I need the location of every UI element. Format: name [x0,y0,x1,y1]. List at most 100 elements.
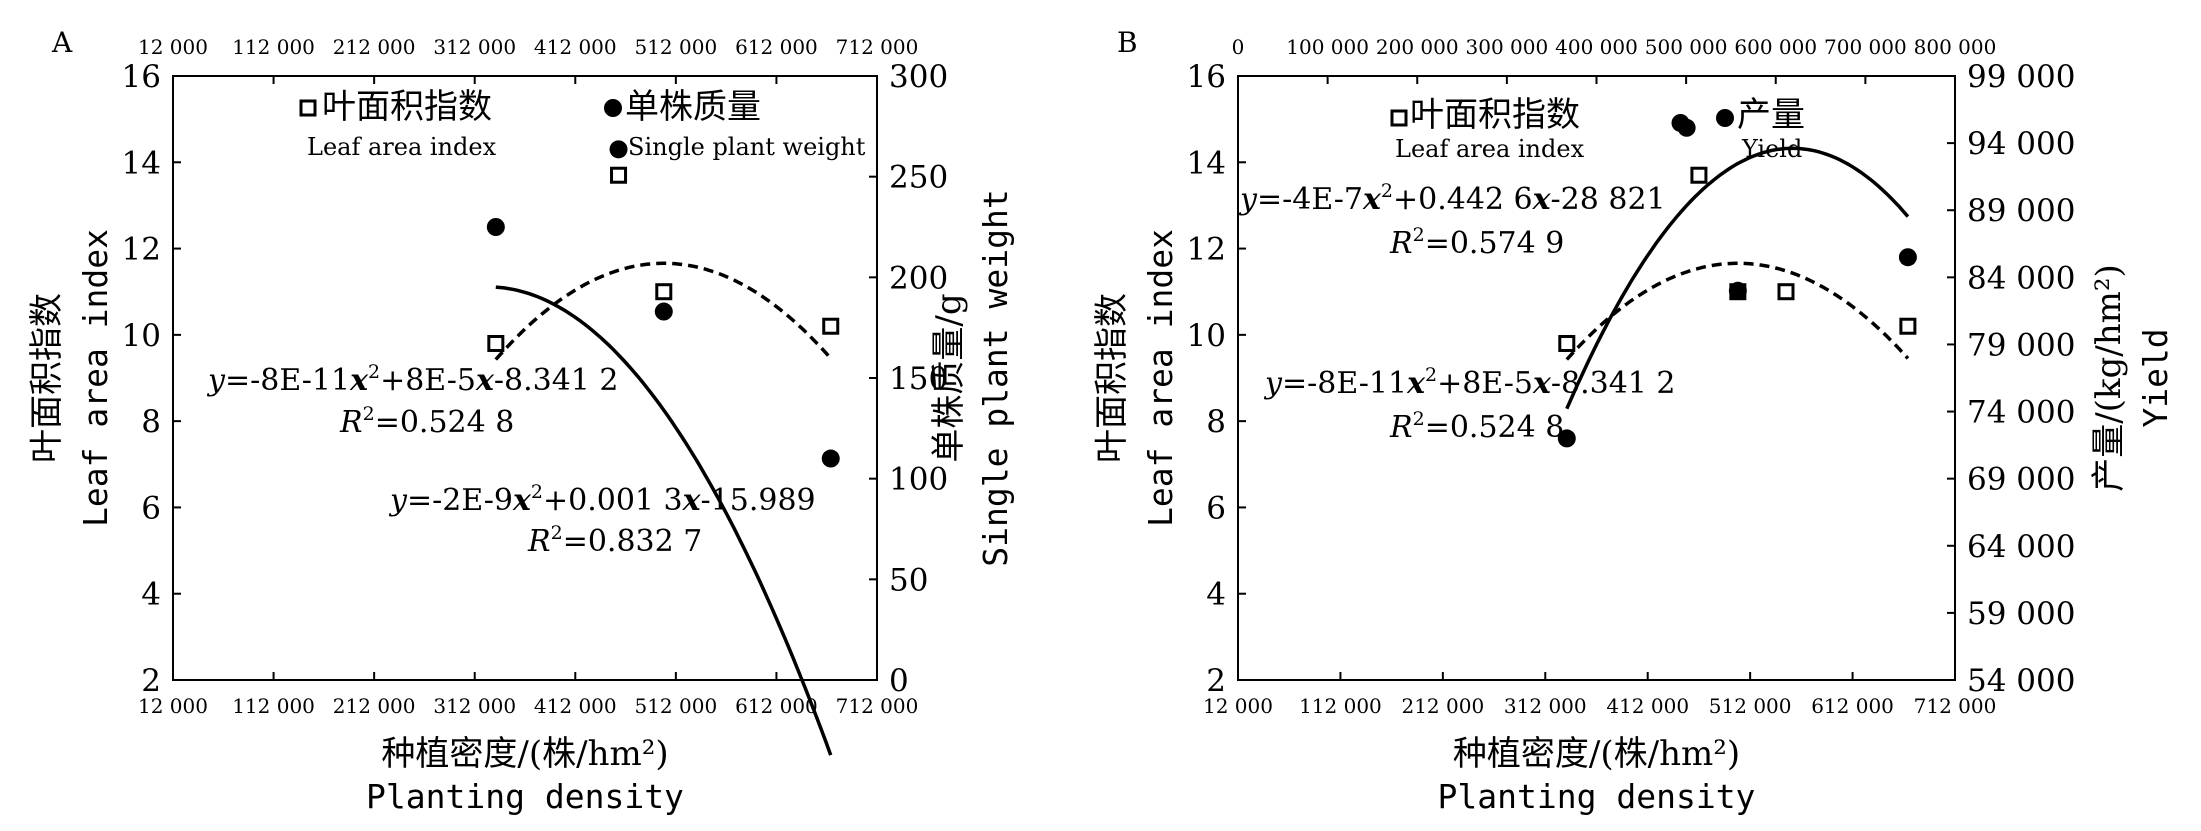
y-tick-label: 12 [122,232,161,268]
eq-part: +8E-5 [1437,366,1533,401]
x-axis-label-en: Planting density [1438,777,1756,816]
top-tick-label: 300 000 [1466,35,1549,59]
data-point-circle [1557,429,1576,448]
eq-x: x [1406,366,1426,401]
y2-tick-label: 99 000 [1967,59,2075,95]
data-point-circle [1728,281,1747,300]
y2-axis-label-cn: 单株质量/g [929,293,969,462]
panel-label: A [51,26,73,59]
y-axis-label-en: Leaf area index [1141,229,1180,527]
eq-part: +0.442 6 [1393,182,1533,217]
top-tick-label: 212 000 [333,35,416,59]
y-tick-label: 8 [141,404,161,440]
top-tick-label: 500 000 [1645,35,1728,59]
y2-tick-label: 200 [889,260,948,296]
legend-label-en: Yield [1741,135,1802,163]
eq-y: y [1263,366,1283,401]
top-tick-label: 600 000 [1734,35,1817,59]
eq-sup: 2 [1413,224,1425,246]
fit-curve-solid [495,285,833,756]
x-tick-label: 312 000 [433,694,516,718]
x-tick-label: 212 000 [333,694,416,718]
data-point-circle [821,449,840,468]
eq-part: -15.989 [701,483,816,518]
legend-label-cn: 产量 [1737,95,1805,135]
eq-sup: 2 [368,361,380,383]
chart-panel-a: A12 000 112 000 212 000 312 000 412 000 512 0… [27,26,1015,816]
y-tick-label: 10 [1187,318,1226,354]
eq-sup: 2 [1425,364,1437,386]
top-tick-label: 112 000 [232,35,315,59]
x-axis-label-en: Planting density [366,777,684,816]
legend-marker [299,99,317,117]
data-point-square [487,334,505,352]
chart-panel-b: B 12 000 112 000 212 000 312 000 412 000 512 0… [1092,26,2175,816]
y2-axis-label-cn: 产量/(kg/hm²) [2089,264,2129,492]
y2-tick-label: 74 000 [1967,395,2075,431]
eq-part: =0.574 9 [1425,226,1565,261]
top-tick-label: 700 000 [1824,35,1907,59]
data-point-circle [486,218,505,236]
y-tick-label: 6 [1206,490,1226,526]
eq-sup: 2 [1413,408,1425,430]
data-point-square [1558,334,1576,352]
y-tick-label: 10 [122,318,161,354]
eq-x: x [1362,182,1382,217]
eq-part: =0.524 8 [375,405,515,440]
y-tick-label: 2 [141,663,161,699]
fit-r-squared: R2=0.524 8 [1389,408,1564,445]
top-tick-label: 400 000 [1555,35,1638,59]
y2-tick-label: 84 000 [1967,260,2075,296]
y2-tick-label: 100 [889,462,948,498]
x-axis-label-cn: 种植密度/(株/hm²) [381,734,668,774]
top-tick-label: 312 000 [433,35,516,59]
legend-label-cn: 叶面积指数 [1410,95,1580,135]
eq-x: x [1532,366,1552,401]
eq-x: x [682,483,702,518]
y-tick-label: 8 [1206,404,1226,440]
eq-part: -8.341 2 [1551,366,1676,401]
y-axis-label-cn: 叶面积指数 [27,293,67,463]
x-tick-label: 512 000 [1709,694,1792,718]
eq-part: =-4E-7 [1257,182,1363,217]
y-tick-label: 2 [1206,663,1226,699]
y2-tick-label: 250 [889,160,948,196]
eq-r: R [1389,226,1413,261]
y2-tick-label: 69 000 [1967,462,2075,498]
top-tick-label: 800 000 [1914,35,1997,59]
data-point-circle [1898,248,1917,267]
top-tick-label: 512 000 [634,35,717,59]
eq-sup: 2 [551,522,563,544]
x-tick-label: 12 000 [138,694,208,718]
data-point-circle [609,140,628,159]
y-tick-label: 16 [1187,59,1226,95]
legend-marker [1716,109,1734,127]
eq-part: +0.001 3 [543,483,683,518]
data-point-square [1690,166,1708,184]
top-tick-label: 12 000 [138,35,208,59]
x-tick-label: 112 000 [1299,694,1382,718]
legend-label-cn: 单株质量 [625,87,761,127]
y2-axis-label-en: Yield [2136,328,2175,427]
y-tick-label: 6 [141,490,161,526]
eq-x: x [349,363,369,398]
top-tick-label: 612 000 [735,35,818,59]
eq-x: x [512,483,532,518]
eq-x: x [475,363,495,398]
eq-part: -8.341 2 [494,363,619,398]
y-tick-label: 16 [122,59,161,95]
top-tick-label: 0 [1232,35,1245,59]
eq-r: R [339,405,363,440]
legend-label-cn: 叶面积指数 [322,87,492,127]
fit-curve-dashed [494,261,833,361]
eq-part: =-8E-11 [225,363,350,398]
legend-label-en: Single plant weight [628,133,866,161]
eq-y: y [388,483,408,518]
panel-label: B [1117,26,1138,59]
fit-r-squared: R2=0.574 9 [1389,224,1564,261]
eq-part: =-8E-11 [1282,366,1407,401]
y-axis-label-cn: 叶面积指数 [1092,293,1132,463]
legend-label-en: Leaf area index [307,133,497,161]
y2-tick-label: 59 000 [1967,596,2075,632]
